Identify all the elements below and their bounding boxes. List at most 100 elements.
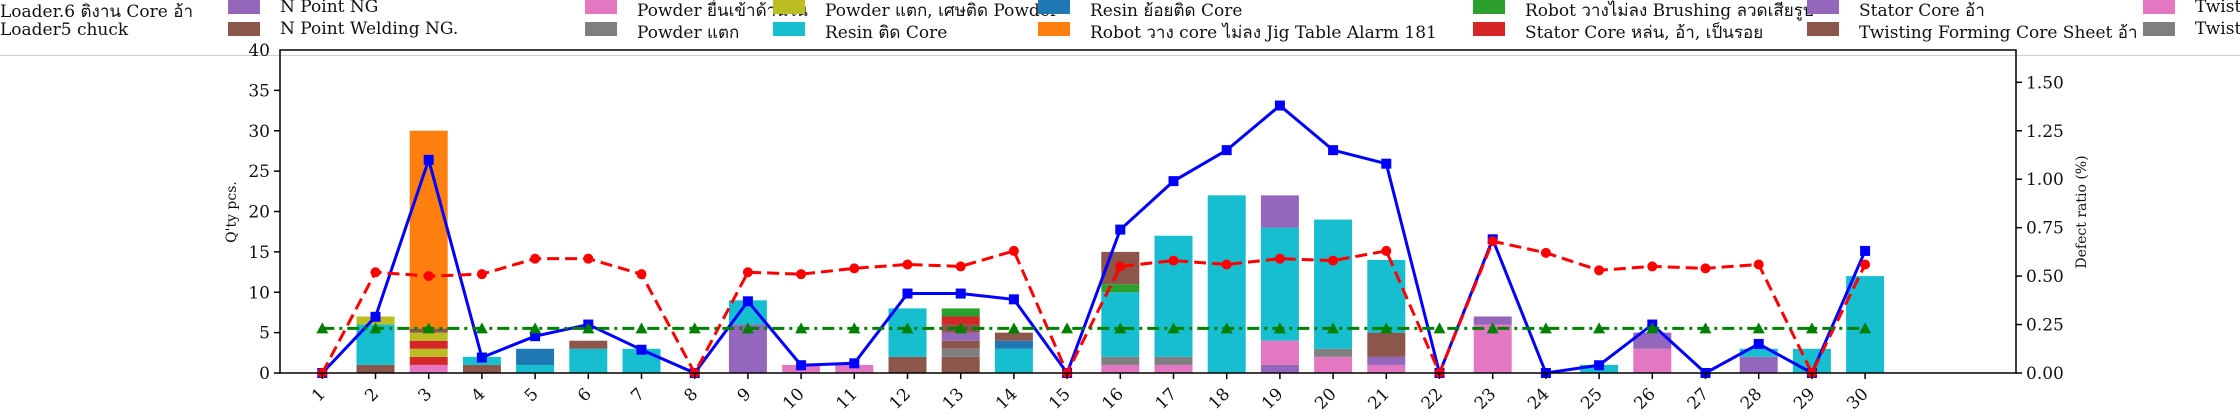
- legend-label: Twist: [2195, 19, 2240, 39]
- series-point: [422, 322, 435, 334]
- series-point: [1646, 322, 1659, 334]
- bar-segment: [569, 348, 608, 373]
- series-point: [1860, 245, 1871, 256]
- series-line: [320, 239, 1867, 377]
- x-tick-label: 16: [1098, 384, 1127, 413]
- bar-segment: [356, 364, 395, 373]
- bar-segment: [941, 316, 980, 325]
- y2-axis-title: Defect ratio (%): [2074, 155, 2090, 268]
- series-point: [1008, 294, 1019, 305]
- bar-segment: [1260, 195, 1299, 228]
- series-point: [1381, 245, 1392, 256]
- series-point: [1274, 100, 1285, 111]
- series-point: [795, 322, 808, 334]
- bar-segment: [409, 348, 448, 357]
- legend-label: Twist: [2195, 0, 2240, 17]
- legend-swatch: [1473, 22, 1505, 36]
- bar-segment: [1101, 284, 1140, 293]
- legend-label: N Point NG: [280, 0, 379, 17]
- series-line: [321, 103, 1867, 378]
- series-point: [530, 253, 541, 264]
- legend-label: Robot วางไม่ลง Brushing ลวดเสียรูป: [1525, 1, 1814, 21]
- bar-segment: [994, 332, 1033, 341]
- series-point: [955, 288, 966, 299]
- series-point: [370, 267, 381, 278]
- bar-segment: [1260, 227, 1299, 341]
- y-axis-title: Q'ty pcs.: [224, 181, 240, 243]
- series-point: [1114, 322, 1127, 334]
- legend-swatch: [228, 0, 260, 14]
- series-point: [1274, 253, 1285, 264]
- legend-swatch: [1807, 0, 1839, 14]
- legend-swatch: [585, 22, 617, 36]
- series-point: [849, 358, 860, 369]
- bar-segment: [941, 348, 980, 357]
- y2-tick-label: 1.00: [2026, 170, 2064, 190]
- series-point: [1273, 322, 1286, 334]
- series-point: [1328, 255, 1339, 266]
- series-point: [476, 269, 487, 280]
- legend-divider: [0, 55, 2240, 56]
- series-point: [1859, 322, 1872, 334]
- series-point: [1328, 145, 1339, 156]
- bar-segment: [462, 364, 501, 373]
- x-tick-label: 21: [1364, 384, 1393, 413]
- series-point: [1168, 255, 1179, 266]
- bar-segment: [1367, 259, 1406, 333]
- x-tick-label: 22: [1418, 384, 1447, 413]
- series-point: [1115, 261, 1126, 272]
- y-tick-label: 40: [248, 41, 270, 61]
- series-point: [1540, 247, 1551, 258]
- series-point: [1860, 259, 1871, 270]
- legend-swatch: [1473, 0, 1505, 14]
- bar-segment: [409, 356, 448, 365]
- x-tick-label: 20: [1311, 384, 1340, 413]
- legend-swatch: [2143, 22, 2175, 36]
- x-tick-label: 17: [1152, 384, 1181, 413]
- series-point: [1221, 145, 1232, 156]
- y2-tick-label: 1.50: [2026, 73, 2064, 93]
- series-point: [1594, 265, 1605, 276]
- series-point: [1752, 322, 1765, 334]
- bar-segment: [835, 364, 874, 373]
- x-tick-label: 23: [1471, 384, 1500, 413]
- series-point: [1700, 263, 1711, 274]
- series-point: [688, 322, 701, 334]
- x-tick-label: 11: [832, 384, 861, 413]
- y2-tick-label: 0.25: [2026, 316, 2064, 336]
- series-point: [635, 322, 648, 334]
- series-point: [370, 311, 381, 322]
- bar-segment: [516, 364, 555, 373]
- bar-segment: [1739, 356, 1778, 373]
- series-point: [901, 322, 914, 334]
- y2-tick-label: 0.50: [2026, 267, 2064, 287]
- y-tick-label: 5: [259, 324, 270, 344]
- series-point: [1486, 322, 1499, 334]
- bar-segment: [941, 340, 980, 349]
- y-tick-label: 15: [248, 243, 270, 263]
- series-point: [1433, 322, 1446, 334]
- series-point: [475, 322, 488, 334]
- bar-segment: [888, 356, 927, 373]
- x-tick-label: 13: [939, 384, 968, 413]
- x-tick-label: 19: [1258, 384, 1287, 413]
- series-point: [741, 322, 754, 334]
- legend-label-loader6: Loader.6 ติงาน Core อ้า: [0, 2, 193, 22]
- series-point: [1168, 176, 1179, 187]
- y-tick-label: 25: [248, 162, 270, 182]
- y-tick-label: 35: [248, 81, 270, 101]
- legend-label: Stator Core หล่น, อ้า, เป็นรอย: [1525, 23, 1764, 43]
- legend-swatch: [1038, 22, 1070, 36]
- bar-segment: [994, 348, 1033, 373]
- x-tick-label: 29: [1790, 384, 1819, 413]
- series-point: [316, 322, 329, 334]
- bar-segment: [1101, 364, 1140, 373]
- x-tick-label: 26: [1630, 384, 1659, 413]
- bar-segment: [1154, 356, 1193, 365]
- x-tick-label: 25: [1577, 384, 1606, 413]
- series-point: [423, 154, 434, 165]
- x-tick-label: 6: [574, 384, 596, 406]
- legend-swatch: [1038, 0, 1070, 14]
- plot-frame: [279, 49, 2017, 374]
- series-point: [1061, 322, 1074, 334]
